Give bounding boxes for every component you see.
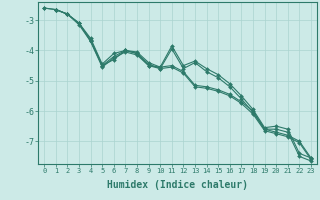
- X-axis label: Humidex (Indice chaleur): Humidex (Indice chaleur): [107, 180, 248, 190]
